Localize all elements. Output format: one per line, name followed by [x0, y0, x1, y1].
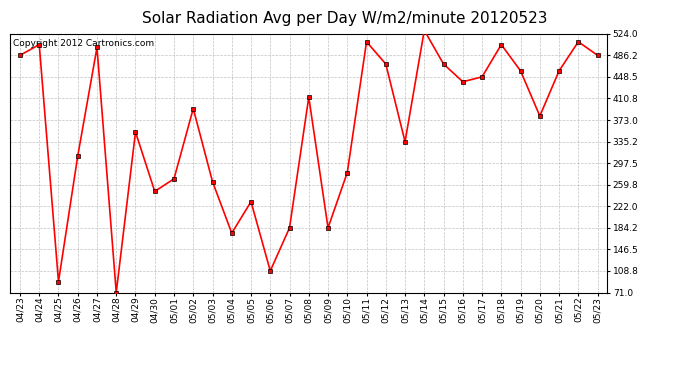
Text: Copyright 2012 Cartronics.com: Copyright 2012 Cartronics.com: [13, 39, 155, 48]
Text: Solar Radiation Avg per Day W/m2/minute 20120523: Solar Radiation Avg per Day W/m2/minute …: [142, 11, 548, 26]
